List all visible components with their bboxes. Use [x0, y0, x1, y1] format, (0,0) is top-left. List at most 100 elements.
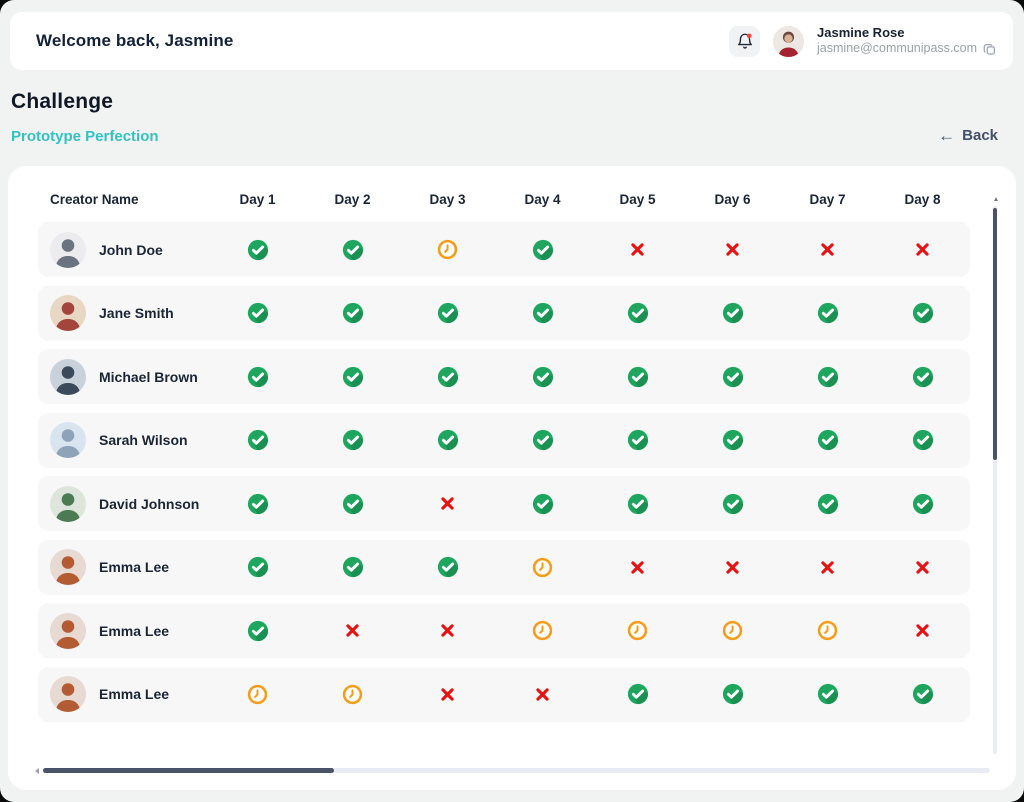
back-button[interactable]: ← Back	[938, 127, 998, 144]
day-status-cell	[780, 493, 875, 515]
green-check-circle-icon	[817, 683, 839, 705]
red-x-icon	[914, 622, 931, 639]
vertical-scrollbar-thumb[interactable]	[993, 208, 997, 460]
green-check-circle-icon	[532, 429, 554, 451]
green-check-circle-icon	[247, 366, 269, 388]
challenge-table-card: Creator Name Day 1 Day 2 Day 3 Day 4 Day 5 Da…	[8, 166, 1016, 790]
creator-avatar	[50, 231, 86, 268]
scroll-up-arrow-icon[interactable]	[993, 197, 998, 201]
horizontal-scrollbar-thumb[interactable]	[43, 768, 334, 773]
copy-email-button[interactable]	[982, 42, 997, 57]
day-status-cell	[495, 557, 590, 578]
green-check-circle-icon	[817, 302, 839, 324]
top-bar: Welcome back, Jasmine	[10, 12, 1013, 70]
table-row: Emma Lee	[38, 603, 970, 658]
creator-cell: John Doe	[38, 231, 210, 268]
horizontal-scrollbar-track[interactable]	[43, 768, 990, 773]
green-check-circle-icon	[342, 366, 364, 388]
column-header-day-5: Day 5	[619, 192, 656, 207]
day-status-cell	[590, 493, 685, 515]
creator-name: Jane Smith	[99, 305, 174, 321]
copy-icon	[982, 42, 997, 57]
bell-icon	[736, 32, 754, 50]
day-status-cell	[590, 559, 685, 576]
day-status-cell	[400, 239, 495, 260]
page-title: Challenge	[11, 90, 114, 113]
day-status-cell	[305, 239, 400, 261]
day-status-cell	[305, 493, 400, 515]
green-check-circle-icon	[722, 302, 744, 324]
column-header-day-2: Day 2	[334, 192, 371, 207]
orange-clock-icon	[532, 557, 553, 578]
creator-name: Sarah Wilson	[99, 432, 188, 448]
user-info: Jasmine Rose jasmine@communipass.com	[817, 25, 997, 57]
day-status-cell	[400, 556, 495, 578]
red-x-icon	[629, 559, 646, 576]
table-row: Emma Lee	[38, 539, 970, 595]
red-x-icon	[724, 241, 741, 258]
green-check-circle-icon	[437, 366, 459, 388]
user-name: Jasmine Rose	[817, 25, 905, 41]
orange-clock-icon	[437, 239, 458, 260]
day-status-cell	[210, 493, 305, 515]
column-header-day-4: Day 4	[524, 192, 561, 207]
green-check-circle-icon	[627, 493, 649, 515]
green-check-circle-icon	[532, 366, 554, 388]
day-status-cell	[875, 302, 970, 324]
green-check-circle-icon	[247, 493, 269, 515]
green-check-circle-icon	[722, 493, 744, 515]
green-check-circle-icon	[627, 429, 649, 451]
vertical-scrollbar-track[interactable]	[993, 206, 997, 754]
column-header-day-3: Day 3	[429, 192, 466, 207]
day-status-cell	[590, 302, 685, 324]
green-check-circle-icon	[912, 683, 934, 705]
creator-avatar	[50, 485, 86, 522]
green-check-circle-icon	[342, 302, 364, 324]
day-status-cell	[495, 302, 590, 324]
creator-cell: Emma Lee	[38, 549, 210, 585]
user-avatar[interactable]	[773, 25, 805, 57]
scroll-left-arrow-icon[interactable]	[35, 768, 39, 774]
day-status-cell	[685, 429, 780, 451]
day-status-cell	[495, 239, 590, 261]
day-status-cell	[305, 622, 400, 639]
day-status-cell	[495, 620, 590, 641]
day-status-cell	[400, 429, 495, 451]
green-check-circle-icon	[437, 429, 459, 451]
red-x-icon	[914, 559, 931, 576]
green-check-circle-icon	[247, 239, 269, 261]
creator-name: John Doe	[99, 241, 163, 258]
green-check-circle-icon	[817, 366, 839, 388]
day-status-cell	[875, 366, 970, 388]
day-status-cell	[495, 366, 590, 388]
creator-name: David Johnson	[99, 495, 200, 512]
column-header-day-7: Day 7	[809, 192, 846, 207]
day-status-cell	[210, 620, 305, 642]
creator-name: Emma Lee	[99, 686, 170, 702]
day-status-cell	[400, 495, 495, 512]
green-check-circle-icon	[817, 429, 839, 451]
day-status-cell	[210, 684, 305, 705]
red-x-icon	[534, 686, 551, 703]
day-status-cell	[780, 241, 875, 258]
notifications-button[interactable]	[729, 25, 761, 57]
column-header-day-6: Day 6	[714, 192, 751, 207]
creator-cell: David Johnson	[38, 485, 210, 522]
green-check-circle-icon	[722, 366, 744, 388]
day-status-cell	[590, 366, 685, 388]
day-status-cell	[495, 429, 590, 451]
creator-avatar	[50, 676, 86, 712]
day-status-cell	[780, 559, 875, 576]
creator-avatar	[50, 295, 86, 331]
unread-dot	[746, 33, 752, 39]
table-body: John Doe Jane Smith Michael Brown Sarah Wil…	[8, 222, 1016, 722]
column-header-day-8: Day 8	[904, 192, 941, 207]
day-status-cell	[780, 429, 875, 451]
green-check-circle-icon	[627, 366, 649, 388]
green-check-circle-icon	[912, 366, 934, 388]
green-check-circle-icon	[342, 493, 364, 515]
table-row: Jane Smith	[38, 285, 970, 341]
green-check-circle-icon	[342, 239, 364, 261]
challenge-subtitle: Prototype Perfection	[11, 128, 159, 145]
day-status-cell	[400, 366, 495, 388]
